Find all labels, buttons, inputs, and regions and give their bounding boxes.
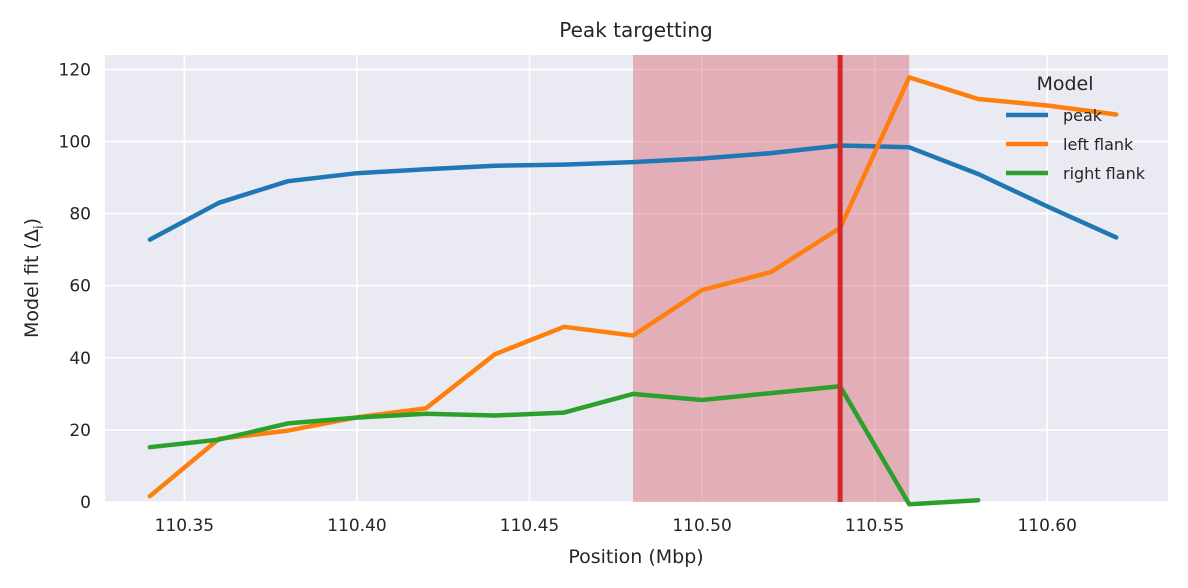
y-axis-label-sub: i: [32, 225, 47, 229]
x-tick-label: 110.60: [1017, 516, 1076, 536]
y-tick-label: 80: [69, 205, 91, 225]
series-line-peak: [147, 143, 1119, 242]
legend: Model peak left flank right flank: [1006, 73, 1146, 183]
chart-title: Peak targetting: [559, 18, 712, 42]
y-tick-label: 20: [69, 421, 91, 441]
plot-area: [105, 55, 1168, 502]
x-tick-label: 110.35: [155, 516, 214, 536]
legend-label-peak: peak: [1063, 106, 1103, 125]
x-tick-label: 110.45: [500, 516, 559, 536]
y-tick-label: 100: [59, 133, 91, 153]
y-tick-labels: 0 20 40 60 80 100 120: [59, 60, 91, 513]
x-tick-label: 110.55: [845, 516, 904, 536]
y-axis-label-end: ): [21, 218, 43, 225]
y-axis-label: Model fit (Δi): [21, 218, 47, 338]
x-tick-labels: 110.35 110.40 110.45 110.50 110.55 110.60: [155, 516, 1077, 536]
legend-label-left-flank: left flank: [1063, 135, 1134, 154]
y-axis-label-main: Model fit (Δ: [21, 229, 43, 338]
y-tick-label: 60: [69, 277, 91, 297]
x-axis-label: Position (Mbp): [568, 546, 703, 568]
y-tick-label: 0: [80, 493, 91, 513]
y-tick-label: 40: [69, 349, 91, 369]
legend-title: Model: [1036, 73, 1093, 95]
series-line-left-flank: [147, 75, 1119, 499]
legend-label-right-flank: right flank: [1063, 164, 1146, 183]
x-tick-label: 110.50: [672, 516, 731, 536]
x-tick-label: 110.40: [327, 516, 386, 536]
y-tick-label: 120: [59, 60, 91, 80]
